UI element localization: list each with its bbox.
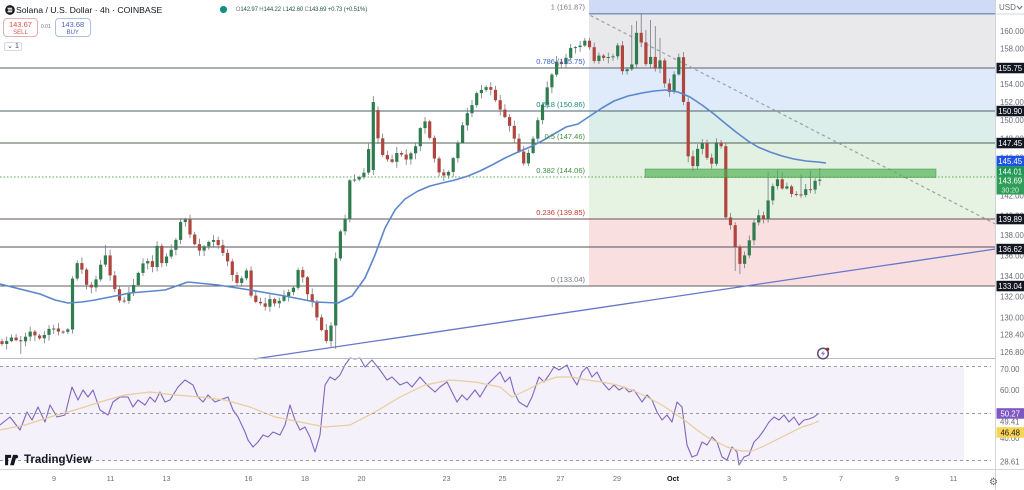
svg-text:28.61: 28.61	[1000, 457, 1020, 466]
svg-text:139.89: 139.89	[998, 215, 1022, 224]
svg-text:150.90: 150.90	[998, 107, 1023, 116]
svg-text:152.00: 152.00	[1000, 98, 1024, 107]
svg-text:138.00: 138.00	[1000, 231, 1024, 240]
svg-text:13: 13	[163, 474, 171, 483]
svg-text:0 (133.04): 0 (133.04)	[551, 275, 586, 284]
svg-text:150.00: 150.00	[1000, 116, 1024, 125]
svg-text:18: 18	[301, 474, 309, 483]
svg-text:144.01: 144.01	[998, 168, 1022, 177]
svg-text:20: 20	[358, 474, 366, 483]
svg-text:154.00: 154.00	[1000, 80, 1024, 89]
svg-text:1 (161.87): 1 (161.87)	[551, 3, 586, 12]
svg-text:147.45: 147.45	[998, 139, 1023, 148]
svg-text:155.75: 155.75	[998, 64, 1023, 73]
svg-text:142.00: 142.00	[1000, 192, 1024, 201]
svg-text:50.27: 50.27	[1000, 410, 1020, 419]
svg-text:160.00: 160.00	[1000, 27, 1024, 36]
svg-text:11: 11	[950, 474, 957, 483]
svg-text:136.62: 136.62	[998, 245, 1022, 254]
svg-text:9: 9	[895, 474, 899, 483]
svg-text:5: 5	[783, 474, 787, 483]
svg-text:158.00: 158.00	[1000, 44, 1024, 53]
svg-text:128.40: 128.40	[1000, 331, 1024, 340]
svg-text:Oct: Oct	[667, 474, 680, 483]
svg-text:0.382 (144.06): 0.382 (144.06)	[536, 166, 585, 175]
svg-text:9: 9	[52, 474, 56, 483]
svg-text:136.00: 136.00	[1000, 251, 1024, 260]
svg-text:133.04: 133.04	[998, 282, 1023, 291]
svg-text:130.00: 130.00	[1000, 314, 1024, 323]
svg-text:143.69: 143.69	[998, 177, 1022, 186]
svg-text:46.48: 46.48	[1000, 429, 1020, 438]
svg-text:⚙: ⚙	[989, 477, 998, 488]
svg-text:126.80: 126.80	[1000, 348, 1024, 357]
svg-text:23: 23	[443, 474, 451, 483]
svg-text:3: 3	[727, 474, 731, 483]
svg-text:0.5 (147.46): 0.5 (147.46)	[545, 132, 586, 141]
svg-text:11: 11	[107, 474, 114, 483]
svg-text:0.786 (155.75): 0.786 (155.75)	[536, 57, 585, 66]
svg-text:USD: USD	[999, 3, 1016, 12]
svg-text:25: 25	[499, 474, 507, 483]
svg-text:0.236 (139.85): 0.236 (139.85)	[536, 208, 585, 217]
svg-text:60.00: 60.00	[1000, 386, 1020, 395]
svg-text:16: 16	[245, 474, 253, 483]
svg-text:30:20: 30:20	[1001, 188, 1019, 195]
svg-text:49.41: 49.41	[1000, 417, 1020, 426]
svg-text:145.45: 145.45	[998, 157, 1023, 166]
svg-text:40.00: 40.00	[1000, 434, 1020, 443]
svg-text:27: 27	[557, 474, 565, 483]
svg-text:7: 7	[839, 474, 843, 483]
svg-text:132.00: 132.00	[1000, 293, 1024, 302]
svg-text:134.00: 134.00	[1000, 272, 1024, 281]
svg-text:29: 29	[613, 474, 621, 483]
svg-text:70.00: 70.00	[1000, 365, 1020, 374]
svg-text:0.618 (150.86): 0.618 (150.86)	[536, 100, 585, 109]
